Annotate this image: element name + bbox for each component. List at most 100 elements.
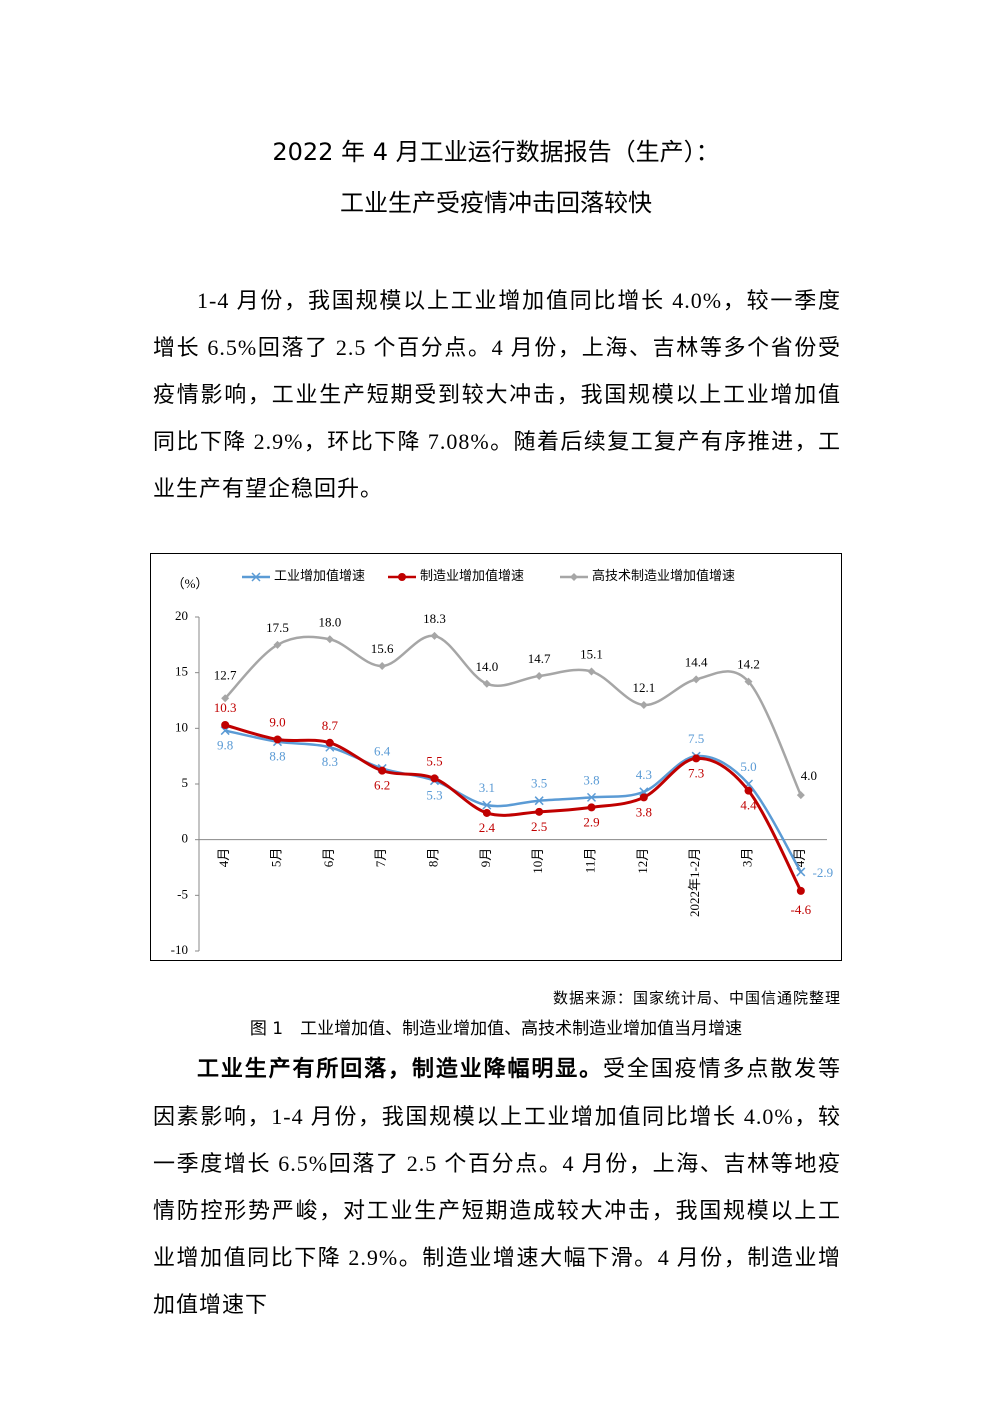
- data-label: 4.4: [740, 798, 757, 813]
- data-label: -4.6: [791, 902, 812, 917]
- legend-label: 高技术制造业增加值增速: [592, 568, 735, 583]
- marker: [325, 738, 334, 747]
- data-label: 14.2: [737, 657, 760, 672]
- x-tick-label: 7月: [373, 848, 388, 868]
- x-tick-label: 9月: [478, 848, 493, 868]
- marker: [692, 675, 701, 684]
- marker: [221, 720, 230, 729]
- data-label: 7.3: [688, 765, 704, 780]
- legend-marker: [570, 573, 578, 581]
- marker: [744, 786, 753, 795]
- caption: 图 1 工业增加值、制造业增加值、高技术制造业增加值当月增速: [249, 1019, 743, 1039]
- y-tick-label: 5: [182, 775, 189, 790]
- title: 2022 年 4 月工业运行数据报告（生产）：: [272, 138, 720, 166]
- legend-marker: [251, 572, 261, 582]
- title: 工业生产受疫情冲击回落较快: [340, 189, 652, 217]
- data-label: 18.3: [423, 611, 446, 626]
- data-label: 3.1: [479, 780, 495, 795]
- marker: [692, 754, 701, 763]
- data-label: 5.3: [426, 788, 442, 803]
- x-tick-label: 12月: [635, 848, 650, 874]
- paragraph: 工业生产有所回落，制造业降幅明显。受全国疫情多点散发等因素影响，1-4 月份，我…: [153, 1045, 841, 1328]
- marker: [482, 808, 491, 817]
- y-tick-label: 15: [175, 664, 188, 679]
- marker: [535, 807, 544, 816]
- x-tick-label: 3月: [739, 848, 754, 868]
- text: 受全国疫情多点散发等因素影响，1-4 月份，我国规模以上工业增加值同比增长 4.…: [153, 1056, 841, 1317]
- marker: [273, 735, 282, 744]
- x-tick-label: 6月: [321, 848, 336, 868]
- data-label: 14.4: [685, 654, 708, 669]
- data-label: 5.5: [426, 753, 442, 768]
- marker: [639, 793, 648, 802]
- marker: [587, 803, 596, 812]
- marker: [587, 667, 596, 676]
- lead: 工业生产有所回落，制造业降幅明显。: [197, 1057, 604, 1082]
- data-label: 8.3: [322, 754, 338, 769]
- y-tick-label: 0: [182, 831, 189, 846]
- y-tick-label: -5: [177, 886, 188, 901]
- marker: [586, 792, 597, 802]
- marker: [378, 661, 387, 670]
- data-label: 7.5: [688, 731, 704, 746]
- legend-marker: [398, 573, 406, 581]
- data-label: 9.8: [217, 738, 233, 753]
- data-label: 2.4: [479, 820, 496, 835]
- y-tick-label: 20: [175, 608, 188, 623]
- data-label: 17.5: [266, 620, 289, 635]
- marker: [221, 694, 230, 703]
- x-tick-label: 10月: [530, 848, 545, 874]
- source: 数据来源：国家统计局、中国信通院整理: [552, 991, 841, 1007]
- marker: [796, 886, 805, 895]
- data-label: 18.0: [318, 614, 341, 629]
- marker: [744, 677, 753, 686]
- data-label: 8.7: [322, 718, 339, 733]
- marker: [378, 766, 387, 775]
- data-label: 8.8: [269, 749, 285, 764]
- marker: [325, 635, 334, 644]
- data-label: 9.0: [269, 714, 285, 729]
- marker: [482, 679, 491, 688]
- data-label: 12.7: [214, 667, 237, 682]
- x-tick-label: 8月: [425, 848, 440, 868]
- paragraph: 1-4 月份，我国规模以上工业增加值同比增长 4.0%，较一季度增长 6.5%回…: [153, 288, 841, 501]
- data-label: 2.9: [583, 814, 599, 829]
- chart: （%） -10 -5 0 5 10 15 20 4月 5月 6月 7月 8月 9月 10月 11月 12月 20…: [150, 553, 842, 961]
- data-label: 12.1: [632, 680, 655, 695]
- x-tick-label: 4月: [216, 848, 231, 868]
- marker: [534, 796, 544, 806]
- marker: [273, 640, 282, 649]
- data-label: 3.5: [531, 776, 547, 791]
- marker: [796, 867, 806, 877]
- data-label: 15.1: [580, 647, 603, 662]
- marker: [430, 631, 439, 640]
- data-label: -2.9: [813, 865, 834, 880]
- marker: [535, 672, 544, 681]
- marker: [430, 774, 439, 783]
- data-label: 15.6: [371, 641, 394, 656]
- marker: [639, 700, 648, 709]
- data-label: 10.3: [214, 700, 237, 715]
- marker: [482, 800, 492, 810]
- marker: [796, 791, 805, 800]
- x-tick-label: 11月: [582, 848, 597, 874]
- data-label: 14.0: [475, 659, 498, 674]
- data-label: 6.4: [374, 743, 391, 758]
- data-label: 4.0: [801, 768, 817, 783]
- data-label: 4.3: [636, 767, 652, 782]
- data-label: 3.8: [583, 772, 599, 787]
- x-tick-label: 2022年1-2月: [687, 848, 702, 917]
- data-label: 14.7: [528, 651, 551, 666]
- data-label: 3.8: [636, 804, 652, 819]
- y-unit: （%）: [172, 576, 209, 591]
- legend-label: 制造业增加值增速: [420, 568, 524, 583]
- data-label: 6.2: [374, 778, 390, 793]
- data-label: 2.5: [531, 819, 547, 834]
- data-label: 5.0: [740, 759, 756, 774]
- x-tick-label: 5月: [268, 848, 283, 868]
- legend-label: 工业增加值增速: [274, 568, 365, 583]
- y-tick-label: -10: [171, 942, 188, 957]
- chart-frame: [150, 553, 842, 961]
- y-tick-label: 10: [175, 719, 188, 734]
